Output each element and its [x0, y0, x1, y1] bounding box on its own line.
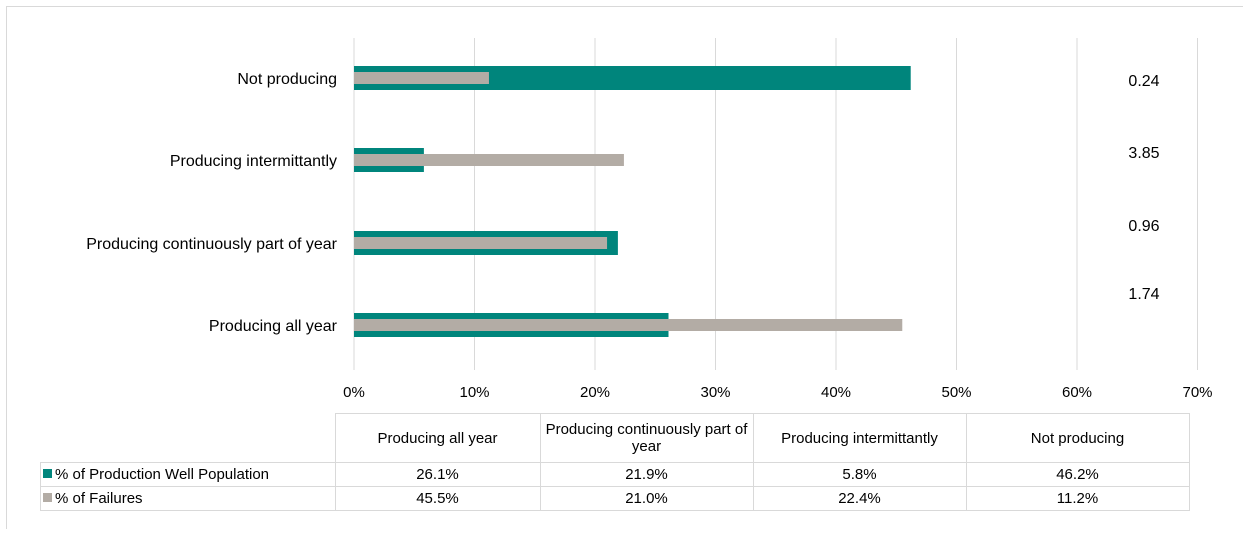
bar-failures	[354, 237, 608, 249]
table-cell: 22.4%	[752, 486, 967, 511]
x-tick-label: 10%	[459, 384, 489, 401]
x-tick-label: 30%	[700, 384, 730, 401]
legend-swatch-icon	[43, 493, 52, 502]
table-cell: 21.9%	[539, 462, 754, 487]
chart-frame	[6, 6, 1243, 529]
table-cell: 5.8%	[752, 462, 967, 487]
data-table-corner	[40, 413, 336, 463]
legend-swatch-icon	[43, 469, 52, 478]
table-cell: 46.2%	[965, 462, 1190, 487]
category-label: Producing continuously part of year	[86, 236, 337, 253]
legend-entry-population: % of Production Well Population	[40, 462, 336, 487]
column-header: Producing intermittantly	[752, 413, 967, 463]
table-row: % of Production Well Population 26.1% 21…	[40, 462, 1190, 487]
data-table-header-row: Producing all year Producing continuousl…	[40, 413, 1190, 463]
ratio-label: 3.85	[1128, 145, 1159, 162]
series-name: % of Production Well Population	[55, 466, 270, 483]
ratio-label: 1.74	[1128, 286, 1159, 303]
data-table: Producing all year Producing continuousl…	[40, 413, 1190, 511]
category-label: Not producing	[237, 71, 337, 88]
column-header: Producing continuously part of year	[539, 413, 754, 463]
table-cell: 21.0%	[539, 486, 754, 511]
table-cell: 45.5%	[334, 486, 541, 511]
table-cell: 11.2%	[965, 486, 1190, 511]
ratio-label: 0.96	[1128, 218, 1159, 235]
table-cell: 26.1%	[334, 462, 541, 487]
series-name: % of Failures	[55, 490, 143, 507]
gridlines	[353, 38, 1198, 370]
x-tick-label: 20%	[580, 384, 610, 401]
bar-failures	[354, 319, 903, 331]
bar-failures	[354, 72, 489, 84]
x-tick-label: 70%	[1182, 384, 1212, 401]
x-tick-label: 40%	[821, 384, 851, 401]
legend-entry-failures: % of Failures	[40, 486, 336, 511]
bars	[354, 66, 911, 337]
table-row: % of Failures 45.5% 21.0% 22.4% 11.2%	[40, 486, 1190, 511]
category-label: Producing all year	[209, 318, 338, 335]
bar-failures	[354, 154, 624, 166]
category-label: Producing intermittantly	[170, 153, 337, 170]
x-tick-label: 50%	[941, 384, 971, 401]
bar-chart: Producing all year Producing continuously…	[86, 38, 1213, 401]
x-tick-label: 60%	[1062, 384, 1092, 401]
ratio-label: 0.24	[1128, 73, 1159, 90]
column-header: Not producing	[965, 413, 1190, 463]
category-labels: Producing all year Producing continuously…	[86, 71, 337, 335]
x-tick-label: 0%	[343, 384, 365, 401]
column-header: Producing all year	[334, 413, 541, 463]
x-tick-labels: 0% 10% 20% 30% 40% 50% 60% 70%	[343, 384, 1212, 401]
ratio-labels: 1.74 0.96 3.85 0.24	[1128, 73, 1159, 303]
